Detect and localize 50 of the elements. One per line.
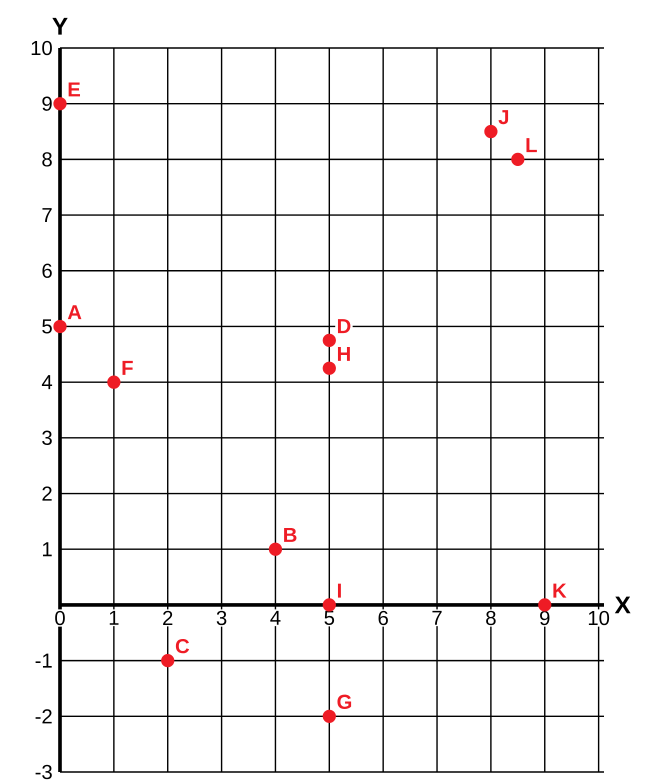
x-tick-label: 3: [216, 610, 226, 626]
y-tick-label: -2: [36, 709, 52, 724]
x-tick-label: 0: [55, 610, 65, 626]
annotation: B: [284, 528, 296, 542]
annotation: H: [338, 346, 350, 361]
point: [53, 97, 67, 110]
point: [161, 654, 174, 668]
annotation: J: [498, 110, 508, 124]
y-tick-label: -3: [36, 764, 52, 780]
x-tick-label: 1: [110, 610, 119, 625]
point: [322, 362, 336, 375]
point: [107, 376, 120, 389]
y-tick-label: 2: [42, 486, 52, 501]
annotation: F: [122, 360, 133, 375]
annotation: D: [338, 319, 350, 334]
point: [53, 320, 67, 334]
y-tick-label: 10: [32, 40, 52, 56]
y-tick-label: 5: [42, 319, 52, 334]
x-tick-label: 6: [378, 610, 388, 626]
annotation: E: [68, 82, 80, 96]
point: [322, 710, 336, 723]
annotation: G: [337, 694, 352, 709]
x-tick-label: 2: [163, 610, 172, 625]
y-tick-label: 6: [42, 264, 52, 278]
point: [322, 598, 336, 612]
point: [511, 152, 524, 166]
x-tick-label: 4: [270, 610, 280, 625]
x-tick-label: 9: [540, 610, 550, 626]
x-axis-title: X: [614, 596, 631, 614]
point: [322, 334, 336, 347]
annotation: I: [338, 584, 341, 598]
point: [538, 598, 552, 612]
y-tick-label: 3: [42, 430, 52, 446]
point: [268, 542, 282, 556]
x-tick-label: 5: [324, 610, 334, 625]
y-tick-label: 9: [42, 96, 52, 111]
annotation: C: [176, 638, 190, 654]
point: [484, 124, 498, 138]
y-tick-label: 1: [42, 542, 52, 556]
annotation: K: [553, 584, 566, 598]
y-tick-label: 8: [42, 152, 52, 167]
annotation: A: [68, 305, 82, 320]
annotation: L: [526, 138, 537, 152]
x-tick-label: 7: [432, 610, 442, 625]
y-tick-label: 4: [42, 375, 52, 390]
x-tick-label: 10: [588, 610, 610, 626]
y-tick-label: 7: [42, 208, 52, 222]
y-axis-title: Y: [52, 18, 68, 35]
y-tick-label: -1: [36, 654, 52, 668]
x-tick-label: 8: [486, 610, 496, 626]
